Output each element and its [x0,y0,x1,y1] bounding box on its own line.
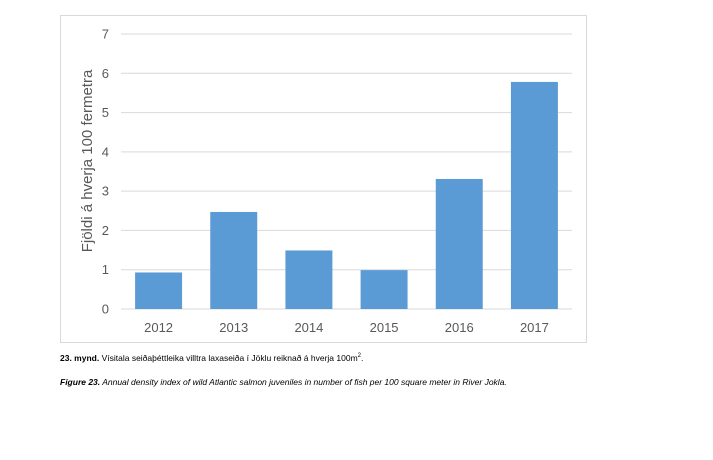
bar-2015 [360,270,408,309]
y-tick-label: 3 [102,184,109,199]
x-tick-label: 2015 [370,320,399,335]
bar-2012 [135,272,183,309]
bars [135,81,558,309]
bar-2013 [210,211,258,309]
caption-english: Figure 23. Annual density index of wild … [60,377,507,387]
x-tick-label: 2017 [520,320,549,335]
x-tick-label: 2013 [219,320,248,335]
y-tick-labels: 0 1 2 3 4 5 6 7 [102,27,109,317]
caption-english-label: Figure 23. [60,377,101,387]
y-tick-label: 6 [102,66,109,81]
y-tick-label: 4 [102,144,109,159]
bar-2014 [285,250,333,309]
caption-icelandic-superscript: 2 [357,353,362,360]
y-tick-label: 2 [102,223,109,238]
caption-icelandic-text: Vísitala seiðaþéttleika villtra laxaseið… [99,353,358,363]
chart-frame: 0 1 2 3 4 5 6 7 2012 2013 2014 2015 2016 2017 Fjöldi… [60,15,587,343]
y-tick-label: 1 [102,262,109,277]
y-tick-label: 5 [102,105,109,120]
y-tick-label: 7 [102,27,109,42]
bar-chart: 0 1 2 3 4 5 6 7 2012 2013 2014 2015 2016 2017 Fjöldi… [79,27,572,335]
y-tick-label: 0 [102,302,109,317]
gridlines [121,33,572,310]
bar-2016 [435,178,483,309]
x-tick-label: 2012 [144,320,173,335]
x-tick-label: 2014 [294,320,323,335]
x-tick-labels: 2012 2013 2014 2015 2016 2017 [144,320,549,335]
caption-icelandic: 23. mynd. Vísitala seiðaþéttleika villtr… [60,353,363,363]
bar-2017 [510,81,558,309]
y-axis-title: Fjöldi á hverja 100 fermetra [79,69,96,252]
caption-english-text: Annual density index of wild Atlantic sa… [100,377,507,387]
caption-icelandic-end: . [361,353,364,363]
caption-icelandic-label: 23. mynd. [60,353,100,363]
x-tick-label: 2016 [445,320,474,335]
